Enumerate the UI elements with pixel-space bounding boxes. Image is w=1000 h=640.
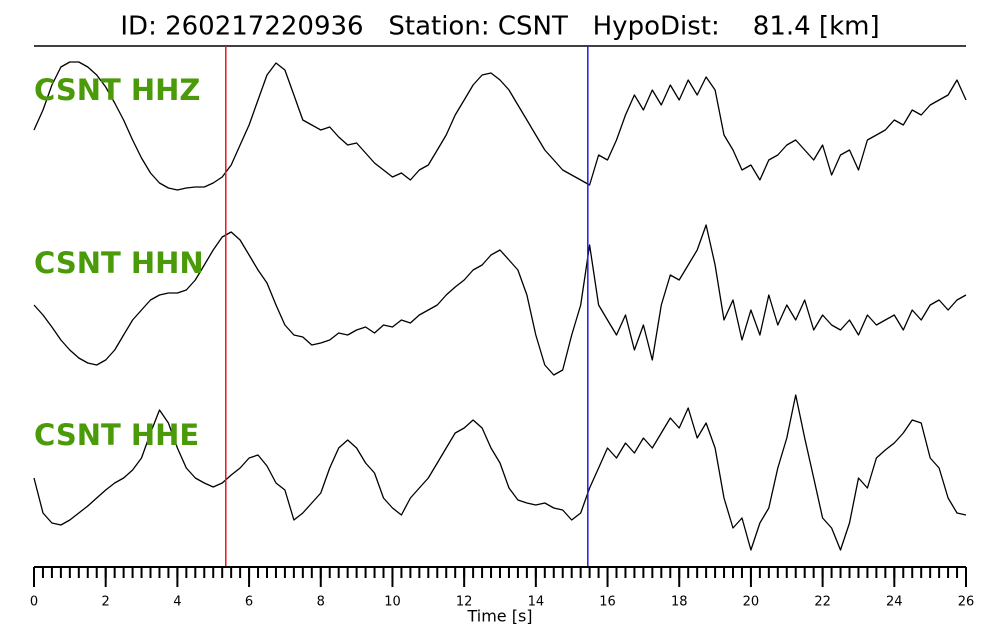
x-tick-label: 8: [317, 595, 325, 610]
x-tick-label: 6: [245, 595, 253, 610]
x-tick-label: 16: [599, 595, 616, 610]
trace-label: CSNT HHZ: [34, 73, 200, 107]
x-tick-label: 18: [671, 595, 688, 610]
trace-label: CSNT HHN: [34, 246, 204, 280]
trace-label: CSNT HHE: [34, 418, 199, 452]
chart-title: ID: 260217220936 Station: CSNT HypoDist:…: [120, 12, 879, 42]
waveform: [33, 61, 967, 191]
waveform: [33, 394, 967, 551]
x-tick-label: 24: [886, 595, 903, 610]
x-tick-label: 10: [384, 595, 401, 610]
x-tick-label: 14: [528, 595, 545, 610]
x-tick-label: 26: [958, 595, 975, 610]
x-tick-label: 4: [173, 595, 181, 610]
x-tick-label: 0: [30, 595, 38, 610]
x-tick-label: 22: [814, 595, 831, 610]
waveform: [33, 224, 967, 376]
x-tick-label: 12: [456, 595, 473, 610]
x-tick-label: 2: [102, 595, 110, 610]
x-tick-label: 20: [743, 595, 760, 610]
x-axis-label: Time [s]: [466, 607, 532, 626]
